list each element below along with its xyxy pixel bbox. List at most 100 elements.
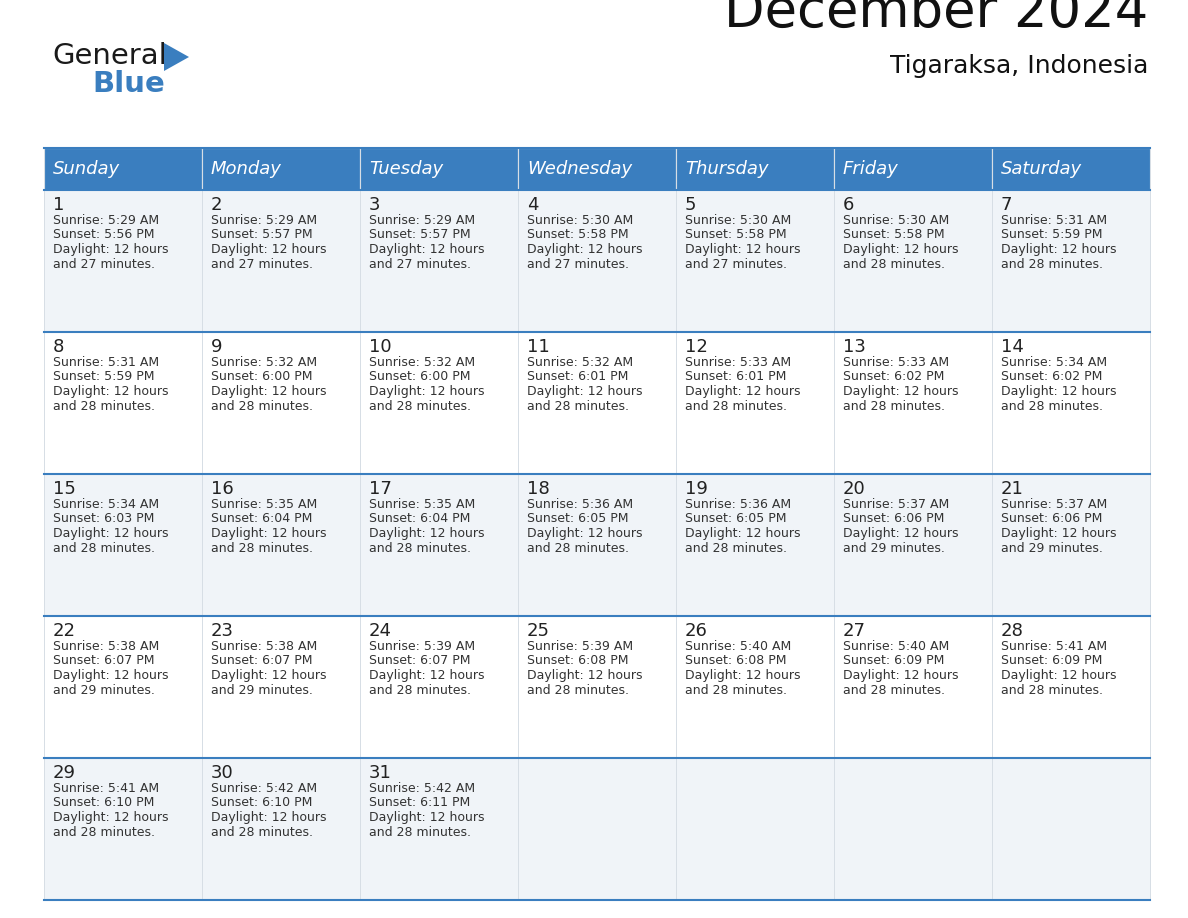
Text: Sunrise: 5:42 AM: Sunrise: 5:42 AM	[211, 782, 317, 795]
Bar	[360, 190, 518, 332]
Text: Daylight: 12 hours: Daylight: 12 hours	[369, 811, 485, 824]
Text: Sunset: 5:59 PM: Sunset: 5:59 PM	[1001, 229, 1102, 241]
Text: and 27 minutes.: and 27 minutes.	[211, 258, 312, 271]
Text: 17: 17	[369, 480, 392, 498]
Text: Sunset: 6:09 PM: Sunset: 6:09 PM	[1001, 655, 1102, 667]
Text: Sunrise: 5:42 AM: Sunrise: 5:42 AM	[369, 782, 475, 795]
Bar	[992, 148, 1150, 190]
Text: Daylight: 12 hours: Daylight: 12 hours	[685, 385, 801, 398]
Text: Sunrise: 5:29 AM: Sunrise: 5:29 AM	[369, 214, 475, 227]
Text: Daylight: 12 hours: Daylight: 12 hours	[211, 811, 327, 824]
Text: Daylight: 12 hours: Daylight: 12 hours	[685, 527, 801, 540]
Text: and 28 minutes.: and 28 minutes.	[843, 684, 944, 697]
Text: 28: 28	[1001, 622, 1024, 640]
Bar	[676, 616, 834, 758]
Bar	[360, 758, 518, 900]
Text: Sunset: 6:03 PM: Sunset: 6:03 PM	[53, 512, 154, 525]
Text: Sunrise: 5:39 AM: Sunrise: 5:39 AM	[527, 640, 633, 653]
Text: Sunday: Sunday	[53, 160, 120, 178]
Text: Daylight: 12 hours: Daylight: 12 hours	[53, 669, 169, 682]
Text: Sunrise: 5:30 AM: Sunrise: 5:30 AM	[685, 214, 791, 227]
Text: Sunset: 6:07 PM: Sunset: 6:07 PM	[369, 655, 470, 667]
Text: Sunrise: 5:38 AM: Sunrise: 5:38 AM	[53, 640, 159, 653]
Text: Sunrise: 5:35 AM: Sunrise: 5:35 AM	[369, 498, 475, 511]
Text: and 28 minutes.: and 28 minutes.	[211, 825, 312, 838]
Text: Sunset: 6:00 PM: Sunset: 6:00 PM	[211, 371, 312, 384]
Text: Sunset: 6:08 PM: Sunset: 6:08 PM	[685, 655, 786, 667]
Text: Daylight: 12 hours: Daylight: 12 hours	[369, 669, 485, 682]
Text: 11: 11	[527, 338, 550, 356]
Bar	[992, 474, 1150, 616]
Polygon shape	[164, 43, 189, 71]
Text: 14: 14	[1001, 338, 1024, 356]
Text: and 28 minutes.: and 28 minutes.	[527, 684, 628, 697]
Text: 19: 19	[685, 480, 708, 498]
Text: 1: 1	[53, 196, 64, 214]
Text: Saturday: Saturday	[1001, 160, 1082, 178]
Text: Sunset: 6:02 PM: Sunset: 6:02 PM	[843, 371, 944, 384]
Text: 21: 21	[1001, 480, 1024, 498]
Text: Sunset: 6:00 PM: Sunset: 6:00 PM	[369, 371, 470, 384]
Text: Sunset: 6:07 PM: Sunset: 6:07 PM	[211, 655, 312, 667]
Text: and 28 minutes.: and 28 minutes.	[1001, 258, 1102, 271]
Bar	[834, 148, 992, 190]
Text: Sunset: 6:04 PM: Sunset: 6:04 PM	[211, 512, 312, 525]
Text: Sunset: 5:57 PM: Sunset: 5:57 PM	[211, 229, 312, 241]
Text: Sunrise: 5:31 AM: Sunrise: 5:31 AM	[1001, 214, 1107, 227]
Text: Sunset: 6:07 PM: Sunset: 6:07 PM	[53, 655, 154, 667]
Text: Sunset: 6:10 PM: Sunset: 6:10 PM	[53, 797, 154, 810]
Bar	[676, 148, 834, 190]
Bar	[44, 332, 202, 474]
Text: and 28 minutes.: and 28 minutes.	[685, 542, 786, 554]
Text: 23: 23	[211, 622, 234, 640]
Text: Tuesday: Tuesday	[369, 160, 443, 178]
Text: 9: 9	[211, 338, 222, 356]
Text: 22: 22	[53, 622, 76, 640]
Bar	[518, 148, 676, 190]
Bar	[992, 758, 1150, 900]
Bar	[992, 190, 1150, 332]
Text: Sunset: 5:57 PM: Sunset: 5:57 PM	[369, 229, 470, 241]
Text: and 28 minutes.: and 28 minutes.	[685, 684, 786, 697]
Text: and 28 minutes.: and 28 minutes.	[53, 399, 154, 412]
Text: and 29 minutes.: and 29 minutes.	[1001, 542, 1102, 554]
Text: Daylight: 12 hours: Daylight: 12 hours	[53, 243, 169, 256]
Text: Daylight: 12 hours: Daylight: 12 hours	[527, 243, 643, 256]
Text: Sunrise: 5:36 AM: Sunrise: 5:36 AM	[527, 498, 633, 511]
Text: Daylight: 12 hours: Daylight: 12 hours	[211, 385, 327, 398]
Text: 29: 29	[53, 764, 76, 782]
Text: and 28 minutes.: and 28 minutes.	[527, 542, 628, 554]
Text: 4: 4	[527, 196, 538, 214]
Text: Daylight: 12 hours: Daylight: 12 hours	[843, 385, 959, 398]
Text: Sunrise: 5:32 AM: Sunrise: 5:32 AM	[369, 356, 475, 369]
Bar	[992, 332, 1150, 474]
Text: and 28 minutes.: and 28 minutes.	[843, 399, 944, 412]
Text: Friday: Friday	[843, 160, 899, 178]
Text: 30: 30	[211, 764, 234, 782]
Bar	[202, 758, 360, 900]
Bar	[360, 616, 518, 758]
Text: and 29 minutes.: and 29 minutes.	[843, 542, 944, 554]
Bar	[518, 332, 676, 474]
Text: and 28 minutes.: and 28 minutes.	[843, 258, 944, 271]
Text: Daylight: 12 hours: Daylight: 12 hours	[1001, 669, 1117, 682]
Text: and 28 minutes.: and 28 minutes.	[53, 825, 154, 838]
Bar	[44, 148, 202, 190]
Text: and 28 minutes.: and 28 minutes.	[211, 399, 312, 412]
Text: Sunrise: 5:32 AM: Sunrise: 5:32 AM	[527, 356, 633, 369]
Bar	[518, 758, 676, 900]
Text: Daylight: 12 hours: Daylight: 12 hours	[527, 385, 643, 398]
Bar	[360, 474, 518, 616]
Text: Sunrise: 5:37 AM: Sunrise: 5:37 AM	[843, 498, 949, 511]
Text: Daylight: 12 hours: Daylight: 12 hours	[53, 527, 169, 540]
Text: Sunrise: 5:30 AM: Sunrise: 5:30 AM	[843, 214, 949, 227]
Text: 20: 20	[843, 480, 866, 498]
Text: and 28 minutes.: and 28 minutes.	[369, 399, 470, 412]
Bar	[992, 616, 1150, 758]
Text: and 27 minutes.: and 27 minutes.	[369, 258, 470, 271]
Text: 25: 25	[527, 622, 550, 640]
Bar	[834, 332, 992, 474]
Text: 26: 26	[685, 622, 708, 640]
Text: and 28 minutes.: and 28 minutes.	[369, 825, 470, 838]
Text: Sunset: 6:10 PM: Sunset: 6:10 PM	[211, 797, 312, 810]
